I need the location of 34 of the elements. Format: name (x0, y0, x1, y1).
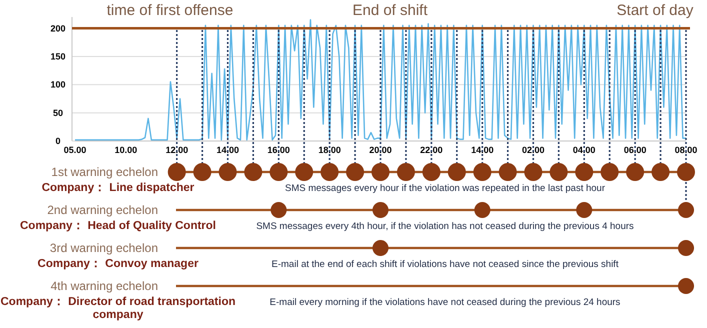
text: 4th warning echelon (50, 279, 158, 293)
text: 2nd warning echelon (47, 203, 158, 217)
y-tick-label: 50 (52, 108, 64, 118)
annotation: time of first offense (106, 2, 234, 19)
x-tick-label: 14.00 (216, 145, 240, 155)
text: E-mail every morning if the violations have not ceased during the previous 24 hours (270, 297, 621, 308)
x-tick-label: 12.00 (166, 145, 188, 155)
y-tick-label: 0 (55, 136, 61, 146)
text: Company： Line dispatcher (42, 182, 195, 194)
text: SMS messages every hour if the violation was repeated in the last past hour (284, 183, 606, 194)
x-tick-label: 02.00 (522, 145, 545, 155)
text: 1st warning echelon (51, 165, 158, 179)
x-tick-label: 04.00 (572, 145, 596, 155)
x-tick-label: 22.00 (420, 145, 443, 155)
text: Company： Head of Quality Control (20, 220, 216, 232)
text: 3rd warning echelon (50, 241, 158, 255)
y-tick-label: 100 (50, 80, 66, 90)
x-tick-label: 14.00 (471, 145, 494, 155)
text: Company： Director of road transportation company (0, 296, 236, 321)
text: SMS messages every 4th hour, if the violation has not ceased during the previous 4 hours (256, 221, 634, 232)
line-series (74, 19, 687, 141)
y-tick-label: 200 (50, 23, 66, 34)
y-tick-label: 150 (50, 51, 66, 62)
x-tick-label: 20.00 (369, 145, 392, 155)
text: E-mail at the end of each shift if violations have not ceased since the previous shift (272, 259, 619, 270)
annotation: Start of day (616, 2, 694, 19)
x-tick-label: 06.00 (624, 145, 646, 155)
x-tick-label: 10.00 (114, 145, 138, 155)
x-tick-label: 16.00 (267, 145, 290, 155)
x-tick-label: 08.00 (674, 145, 698, 155)
text: Company： Convoy manager (38, 258, 199, 270)
x-tick-label: 05.00 (64, 145, 86, 155)
x-tick-label: 18.00 (318, 145, 341, 155)
annotation: End of shift (352, 2, 428, 19)
